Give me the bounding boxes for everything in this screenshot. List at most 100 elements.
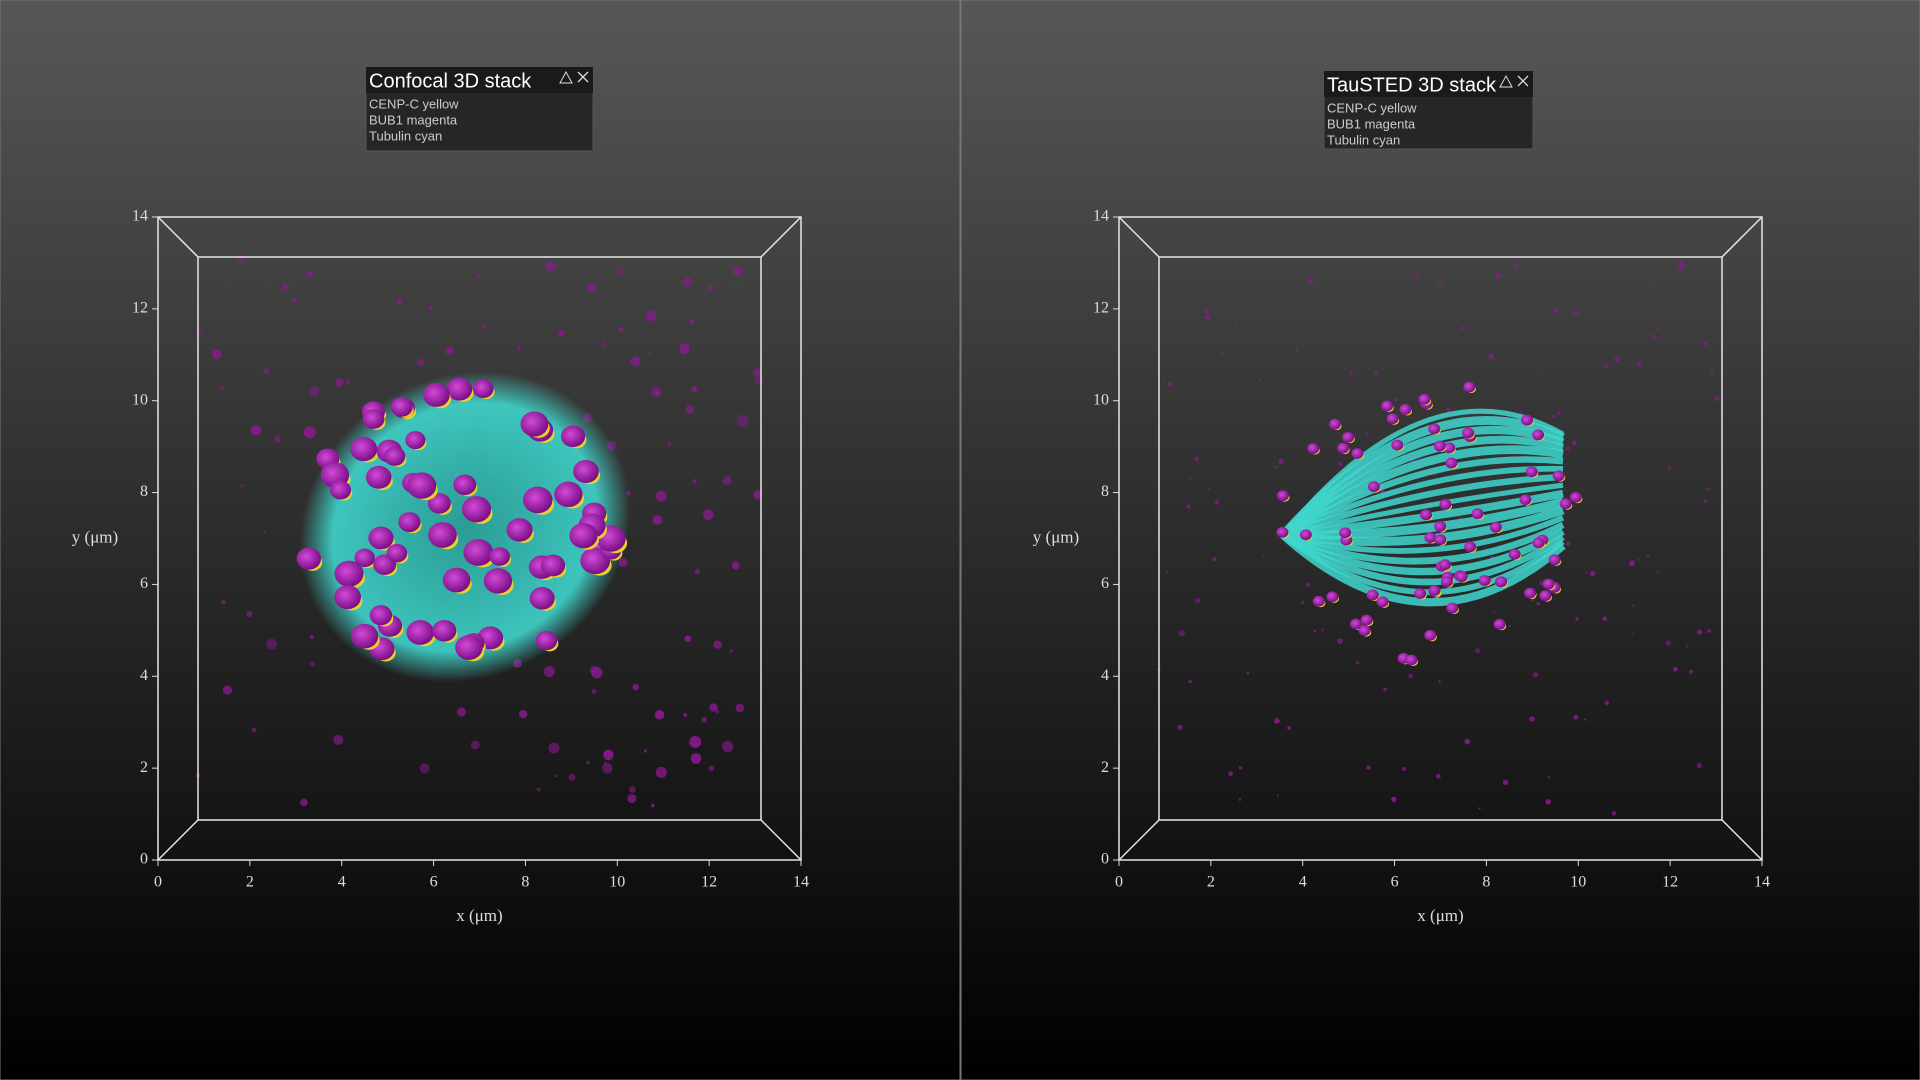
speck [309, 386, 320, 397]
speck [1685, 644, 1689, 648]
bub1-spot [529, 587, 555, 610]
speck [1656, 327, 1660, 331]
bub1-spot [1495, 576, 1508, 588]
speck [1337, 638, 1343, 645]
speck [1373, 370, 1379, 376]
speck [1177, 724, 1183, 731]
speck [708, 765, 715, 772]
speck [250, 424, 262, 436]
speck [591, 688, 597, 694]
bub1-spot [362, 409, 385, 429]
speck [1178, 630, 1185, 637]
bub1-spot [1351, 448, 1364, 459]
box-edge [760, 216, 802, 258]
speck [445, 346, 454, 355]
speck [345, 380, 350, 385]
speck [1436, 773, 1441, 779]
bub1-spot [1307, 443, 1320, 454]
speck [1273, 717, 1280, 724]
box-edge [157, 819, 199, 861]
speck [1207, 487, 1211, 491]
speck [684, 635, 692, 643]
x-tick-label: 0 [1115, 874, 1123, 891]
speck [1276, 794, 1280, 797]
speck [729, 649, 734, 653]
legend-header [1324, 71, 1533, 97]
speck [1553, 307, 1560, 313]
speck [1195, 597, 1201, 604]
speck [589, 666, 598, 675]
legend-header [366, 67, 593, 93]
speck [586, 760, 590, 765]
bub1-spot [1342, 431, 1355, 443]
speck [333, 734, 344, 745]
bub1-spot [463, 539, 494, 566]
bub1-spot [1525, 466, 1538, 478]
speck [1714, 395, 1720, 402]
speck [713, 640, 722, 649]
inner-box [1158, 256, 1723, 821]
bub1-spot [368, 526, 394, 550]
bub1-spot [561, 425, 586, 448]
speck [1308, 277, 1314, 284]
speck [1228, 771, 1233, 776]
speck [291, 298, 297, 304]
speck [1677, 265, 1684, 272]
bub1-spot [296, 547, 322, 570]
speck [219, 385, 224, 390]
bub1-spot [1463, 381, 1476, 393]
speck [701, 717, 707, 723]
speck [1573, 310, 1579, 316]
legend-entry: Tubulin cyan [369, 128, 442, 143]
speck [1438, 281, 1442, 286]
speck [753, 368, 762, 377]
speck [1464, 738, 1471, 745]
speck [1436, 287, 1440, 290]
speck [1703, 499, 1708, 504]
bub1-spot [1366, 589, 1379, 601]
close-button[interactable] [1517, 75, 1529, 87]
speck [1495, 273, 1501, 279]
collapse-button[interactable] [559, 70, 573, 84]
y-tick-label: 4 [140, 667, 148, 684]
speck [536, 787, 541, 792]
speck [1262, 554, 1265, 557]
speck [1401, 767, 1406, 771]
bub1-spot [1439, 499, 1452, 510]
y-tick-label: 8 [1101, 483, 1109, 500]
box-edge [760, 819, 802, 861]
bub1-spot [1360, 614, 1373, 626]
fiber [1281, 528, 1565, 576]
speck [1688, 669, 1694, 674]
x-tick-label: 8 [1482, 874, 1490, 891]
x-tick-label: 10 [609, 874, 625, 891]
fiber [1281, 521, 1565, 565]
y-tick-label: 10 [1093, 391, 1109, 408]
speck [557, 329, 565, 337]
speck [419, 763, 430, 774]
bub1-spot [1464, 541, 1477, 553]
close-button[interactable] [577, 71, 589, 83]
bub1-spot [427, 493, 451, 514]
bub1-spot [428, 522, 457, 548]
x-tick-label: 12 [1662, 874, 1678, 891]
bub1-spot [406, 472, 437, 499]
speck [689, 319, 695, 325]
box-edge [1721, 819, 1763, 861]
bub1-spot [406, 620, 435, 645]
speck [1531, 598, 1535, 602]
speck [1258, 378, 1262, 382]
bub1-spot [365, 465, 392, 489]
collapse-button[interactable] [1499, 74, 1513, 88]
speck [239, 484, 244, 488]
bub1-spot [1524, 587, 1537, 599]
y-tick-label: 8 [140, 483, 148, 500]
bub1-spot [506, 518, 533, 542]
bub1-spot [354, 548, 375, 568]
speck [545, 260, 556, 272]
speck [1514, 264, 1519, 269]
speck [1186, 504, 1191, 509]
speck [655, 766, 667, 778]
speck [251, 727, 257, 733]
speck [1565, 541, 1571, 546]
